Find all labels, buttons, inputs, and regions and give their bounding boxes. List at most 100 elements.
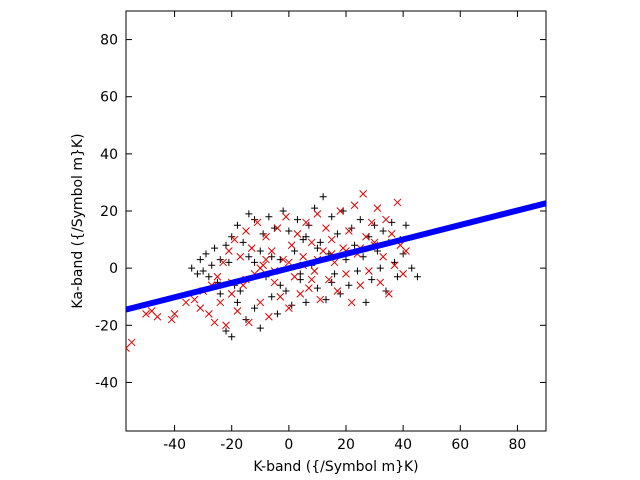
data-point [262,232,270,241]
data-point [268,293,276,301]
y-axis: -40 -20 0 20 40 60 80 [95,33,546,391]
data-point [233,307,242,315]
data-point [256,298,265,307]
data-point [313,210,322,218]
data-point [385,290,393,298]
data-point [319,247,327,255]
data-point [153,312,162,321]
data-point [242,227,250,235]
data-point [225,247,233,255]
x-axis: -40 -20 0 20 40 60 80 [163,11,526,453]
data-point [290,272,299,281]
data-point [342,256,350,264]
data-point [210,318,219,327]
y-tick-label: 0 [109,261,118,277]
data-point [127,338,136,347]
data-point [399,270,407,278]
data-point [236,252,245,261]
data-point [182,298,190,307]
data-point [228,333,236,341]
series-cross [126,190,410,352]
data-point [379,227,387,235]
data-point [362,232,370,241]
data-point [333,287,342,295]
data-point [262,255,270,264]
data-point [205,310,213,318]
data-point [373,204,382,212]
data-point [167,315,176,324]
data-point [319,193,327,201]
data-point [216,298,225,307]
data-point [387,230,396,238]
data-point [316,295,325,304]
data-point [270,278,279,287]
data-point [205,273,213,281]
data-point [305,284,313,292]
data-point [302,233,310,241]
data-point [402,247,410,255]
data-point [196,256,204,264]
data-point [245,210,253,218]
data-point [408,264,416,272]
data-point [230,235,239,244]
data-point [227,290,236,298]
y-axis-label: Ka-band ({/Symbol m}K) [70,133,86,308]
data-point [190,295,199,304]
data-point [379,252,387,261]
data-point [267,247,276,255]
data-point [245,253,253,261]
data-point [251,304,259,312]
data-point [345,227,353,235]
data-point [376,264,384,272]
data-point [199,267,207,275]
data-point [310,267,319,275]
x-tick-label: -40 [163,437,186,453]
data-point [413,273,421,281]
data-point [208,261,216,269]
data-point [202,250,210,258]
data-point [213,272,222,281]
data-point [285,227,293,235]
data-point [322,224,330,232]
plot-area [125,10,547,432]
data-point [265,213,273,221]
data-point [279,255,287,264]
y-tick-label: 60 [100,90,118,106]
data-point [368,276,376,284]
data-point [322,296,330,304]
data-point [342,270,350,278]
data-point [356,216,364,224]
data-point [256,247,264,255]
data-point [328,213,336,221]
data-point [402,221,410,229]
data-point [345,281,353,289]
x-tick-label: 20 [337,437,355,453]
data-point [302,298,310,306]
data-point [256,264,265,272]
data-point [225,258,233,266]
data-point [296,290,305,298]
data-point [362,298,370,306]
data-point [222,327,230,335]
data-point [211,244,219,252]
data-point [285,304,293,312]
data-point [265,312,273,321]
plot-frame [125,10,547,432]
data-point [293,216,301,224]
data-point [316,238,324,246]
data-point [273,310,281,318]
data-point [282,212,290,221]
data-point [313,284,321,292]
data-point [247,244,256,252]
data-point [276,292,285,301]
data-point [299,252,307,261]
x-tick-label: 0 [284,437,293,453]
data-point [188,264,196,272]
y-tick-label: -20 [95,318,118,334]
data-point [347,298,356,307]
data-point [367,218,376,227]
x-axis-label: K-band ({/Symbol m}K) [253,459,418,475]
fit-line-layer [126,200,546,313]
data-point [382,215,390,224]
data-point [193,270,201,278]
